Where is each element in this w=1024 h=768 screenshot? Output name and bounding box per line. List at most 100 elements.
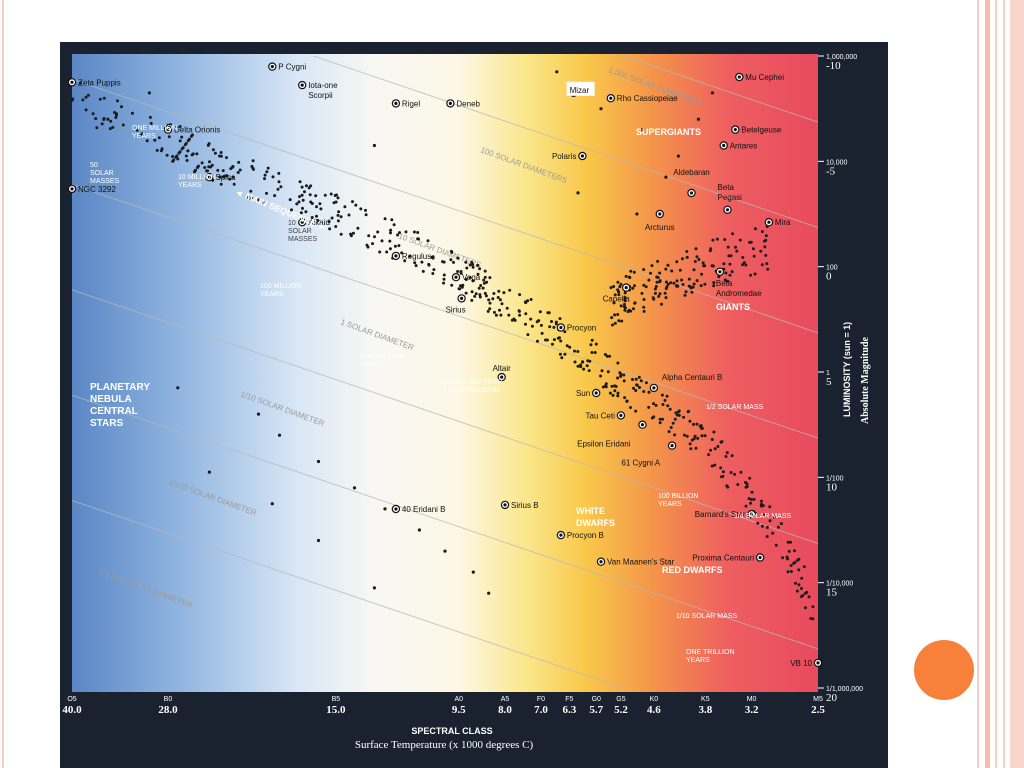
field-star xyxy=(471,570,475,574)
field-star xyxy=(581,360,584,364)
named-star-label: Mira xyxy=(775,218,791,227)
field-star xyxy=(298,195,301,199)
named-star-dot xyxy=(767,220,771,224)
field-star xyxy=(611,393,615,397)
field-star xyxy=(416,231,420,234)
field-star xyxy=(749,273,753,277)
field-star xyxy=(644,285,648,289)
field-star xyxy=(682,433,686,437)
field-star xyxy=(590,351,594,354)
named-star-dot xyxy=(503,503,507,507)
field-star xyxy=(493,310,496,314)
field-star xyxy=(616,361,620,365)
main-sequence-label: ◄ MAIN SEQUENCE ► xyxy=(233,187,328,233)
named-star-label: Mizar xyxy=(570,86,590,95)
field-star xyxy=(726,279,730,283)
named-star-label: Alkaid xyxy=(308,218,330,227)
field-star xyxy=(797,557,801,561)
field-star xyxy=(497,289,501,293)
field-star xyxy=(524,312,528,316)
named-star-label: Sirius xyxy=(446,305,466,314)
field-star xyxy=(669,281,673,285)
named-star-label: Deneb xyxy=(456,99,480,108)
field-star xyxy=(157,136,161,140)
field-star xyxy=(483,291,487,295)
field-star xyxy=(558,352,562,356)
named-star-label: Alpha Centauri B xyxy=(662,373,722,382)
field-star xyxy=(616,391,620,395)
field-star xyxy=(634,409,638,413)
field-star xyxy=(761,504,765,508)
diameter-line-label: 1/100 SOLAR DIAMETER xyxy=(167,477,258,517)
field-star xyxy=(211,148,215,152)
named-star-label: Spica xyxy=(215,173,236,182)
field-star xyxy=(550,342,554,346)
field-star xyxy=(271,175,275,179)
named-star-label: Sun xyxy=(576,389,590,398)
field-star xyxy=(427,263,431,267)
field-star xyxy=(496,296,500,299)
field-star xyxy=(79,81,82,85)
field-star xyxy=(774,543,778,547)
named-star-label: Altair xyxy=(493,364,512,373)
field-star xyxy=(765,526,769,529)
field-star xyxy=(742,261,746,265)
field-star xyxy=(579,363,583,367)
field-star xyxy=(680,257,684,261)
field-star xyxy=(300,185,304,189)
age-annotation: ONE BILLION xyxy=(360,353,404,360)
field-star xyxy=(295,202,299,206)
field-star xyxy=(632,270,636,274)
y-tick-label: 1/1,000,000 xyxy=(826,686,863,693)
x-tick-class: M5 xyxy=(813,696,823,703)
field-star xyxy=(526,333,530,337)
field-star xyxy=(304,184,308,188)
field-star xyxy=(589,343,593,347)
field-star xyxy=(616,394,620,398)
field-star xyxy=(303,190,306,194)
field-star xyxy=(728,273,732,277)
field-star xyxy=(723,238,727,241)
field-star xyxy=(693,434,697,438)
field-star xyxy=(760,263,764,267)
field-star xyxy=(389,228,393,232)
field-star xyxy=(378,250,382,254)
field-star xyxy=(330,216,334,220)
age-annotation: YEARS xyxy=(360,361,384,368)
x-tick-class: F0 xyxy=(537,696,545,703)
field-star xyxy=(642,390,646,393)
field-star xyxy=(473,294,477,298)
field-star xyxy=(604,382,608,386)
field-star xyxy=(588,359,592,363)
field-star xyxy=(573,360,577,364)
field-star xyxy=(178,139,182,143)
field-star xyxy=(185,159,189,162)
field-star xyxy=(802,565,806,569)
named-star-label: Capella xyxy=(603,295,631,304)
field-star xyxy=(712,284,716,288)
field-star xyxy=(270,502,274,506)
field-star xyxy=(650,416,654,420)
field-star xyxy=(703,434,707,438)
field-star xyxy=(728,262,732,266)
field-star xyxy=(486,309,490,313)
mizar-label-box xyxy=(566,81,595,96)
field-star xyxy=(576,191,580,195)
diameter-line-label: 1/10 SOLAR DIAMETER xyxy=(239,389,325,428)
field-star xyxy=(744,263,748,267)
field-star xyxy=(765,535,769,538)
field-star xyxy=(299,211,303,215)
field-star xyxy=(680,278,684,282)
mass-annotation: 1/2 SOLAR MASS xyxy=(706,404,764,411)
field-star xyxy=(538,310,542,314)
plot-area xyxy=(72,54,818,692)
field-star xyxy=(481,286,485,290)
field-star xyxy=(263,173,267,177)
field-star xyxy=(744,504,748,508)
field-star xyxy=(413,261,417,265)
field-star xyxy=(352,486,357,490)
field-star xyxy=(759,249,763,253)
field-star xyxy=(316,219,320,222)
x-tick-class: A0 xyxy=(455,696,464,703)
